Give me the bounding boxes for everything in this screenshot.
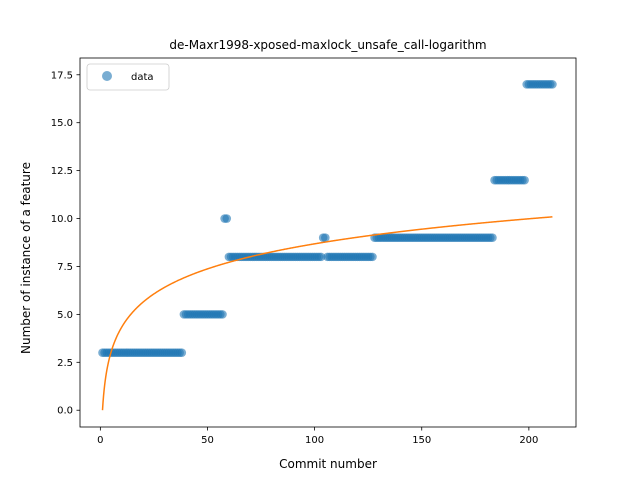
y-tick-label: 5.0 <box>57 310 73 321</box>
data-point <box>368 252 377 262</box>
data-point <box>321 233 330 243</box>
x-tick-label: 150 <box>412 435 431 446</box>
x-tick-label: 50 <box>201 435 214 446</box>
plot-area <box>80 58 576 427</box>
legend-marker-data <box>102 71 112 81</box>
data-point <box>548 80 557 89</box>
scatter-series-data <box>98 80 557 358</box>
data-point <box>177 348 187 358</box>
y-tick-label: 7.5 <box>57 262 73 273</box>
axes-frame <box>79 57 577 428</box>
x-tick-label: 200 <box>519 435 538 446</box>
y-axis-label: Number of instance of a feature <box>19 162 33 354</box>
legend-label-data: data <box>131 72 154 83</box>
data-point <box>218 310 227 319</box>
data-point <box>222 214 232 223</box>
y-tick-label: 17.5 <box>51 70 73 81</box>
data-point <box>316 252 326 262</box>
x-axis-label: Commit number <box>279 457 377 471</box>
x-tick-label: 100 <box>305 435 324 446</box>
legend: data <box>86 63 170 91</box>
chart-title: de-Maxr1998-xposed-maxlock_unsafe_call-l… <box>169 38 486 52</box>
fit-line <box>101 216 553 411</box>
x-tick-label: 0 <box>97 435 103 446</box>
y-axis-ticks: 0.0 2.5 5.0 7.5 10.0 12.5 15.0 17.5 <box>51 70 80 417</box>
y-tick-label: 15.0 <box>51 118 73 129</box>
x-axis-ticks: 0 50 100 150 200 <box>97 427 538 446</box>
y-tick-label: 0.0 <box>57 406 73 417</box>
y-tick-label: 10.0 <box>51 214 73 225</box>
y-tick-label: 2.5 <box>57 358 73 369</box>
data-layer <box>98 80 557 411</box>
data-point <box>488 233 497 243</box>
legend-box <box>86 63 170 91</box>
data-point <box>520 175 529 185</box>
axes-background <box>80 58 576 427</box>
y-tick-label: 12.5 <box>51 166 73 177</box>
